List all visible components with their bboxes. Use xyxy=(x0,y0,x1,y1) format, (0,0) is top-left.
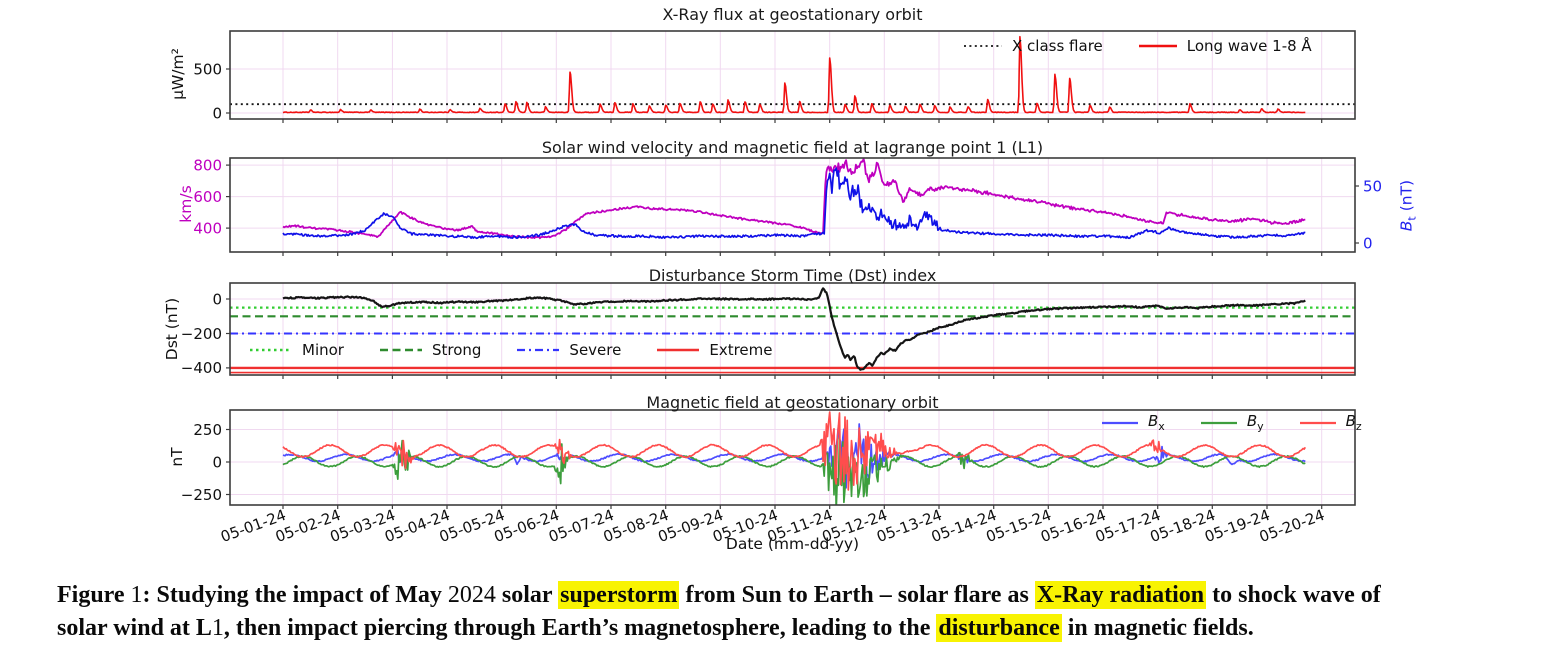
panel1-title: X-Ray flux at geostationary orbit xyxy=(662,5,923,24)
y2-tick-label: 0 xyxy=(1363,234,1373,252)
panel2-ylabel-left: km/s xyxy=(177,185,195,223)
legend-label: Bx xyxy=(1148,412,1165,433)
y-tick-label: 0 xyxy=(212,290,222,308)
caption-text: solar wind at L xyxy=(57,615,212,641)
figure-caption: Figure 1: Studying the impact of May 202… xyxy=(57,579,1552,645)
legend-item: Long wave 1-8 Å xyxy=(1137,37,1312,55)
panel3-title: Disturbance Storm Time (Dst) index xyxy=(648,266,937,285)
y-tick-label: 0 xyxy=(212,104,222,122)
legend-label: Extreme xyxy=(709,341,773,359)
charts-svg: 05004006008000500−200−4002500−25005-01-2… xyxy=(181,30,1382,546)
caption-text: from Sun to Earth – solar flare as xyxy=(679,582,1035,608)
legend-line-sample xyxy=(250,348,292,352)
legend-item: Bx xyxy=(1100,412,1165,433)
y-tick-label: 400 xyxy=(193,219,222,237)
legend-item: Extreme xyxy=(655,341,773,359)
legend-label: Long wave 1-8 Å xyxy=(1186,37,1312,55)
caption-text: solar xyxy=(495,582,559,608)
series-bt-magnetic-field xyxy=(282,167,1306,240)
y-tick-label: 0 xyxy=(212,453,222,471)
legend-item: Severe xyxy=(515,341,621,359)
panel4-legend: Bx By Bz xyxy=(1100,412,1362,433)
legend-line-sample xyxy=(517,348,560,352)
legend-label: Bz xyxy=(1345,412,1362,433)
panel1-legend: X class flare Long wave 1-8 Å xyxy=(962,37,1312,55)
panel1-ylabel: μW/m² xyxy=(169,48,187,100)
legend-label: X class flare xyxy=(1012,37,1103,55)
caption-text: in magnetic fields. xyxy=(1061,615,1254,641)
plot-frame xyxy=(229,409,1356,506)
legend-line-sample xyxy=(1299,421,1336,424)
legend-label: Minor xyxy=(302,341,344,359)
caption-highlight: superstorm xyxy=(558,581,680,609)
x-axis-label: Date (mm-dd-yy) xyxy=(725,535,860,553)
caption-text: 1 xyxy=(130,582,143,608)
legend-label: Severe xyxy=(569,341,622,359)
panel3-ylabel: Dst (nT) xyxy=(163,297,181,361)
legend-line-sample xyxy=(1138,44,1177,48)
legend-item: Bz xyxy=(1298,412,1362,433)
legend-label: Strong xyxy=(431,341,482,359)
plot-frame xyxy=(229,157,1356,253)
y2-tick-label: 50 xyxy=(1363,177,1382,195)
series-bz xyxy=(282,411,1307,491)
series-solar-wind-velocity xyxy=(282,158,1306,240)
legend-line-sample xyxy=(379,348,422,352)
y-tick-label: 500 xyxy=(193,60,222,78)
legend-line-sample xyxy=(657,348,700,352)
legend-item: By xyxy=(1199,412,1264,433)
caption-text: 2024 xyxy=(447,582,496,608)
caption-highlight: X-Ray radiation xyxy=(1034,581,1207,609)
series-dst-index xyxy=(282,287,1306,371)
plot-frame xyxy=(229,30,1356,120)
y-tick-label: 250 xyxy=(193,421,222,439)
caption-highlight: disturbance xyxy=(936,614,1062,642)
y-tick-label: −400 xyxy=(181,359,222,377)
y-tick-label: 800 xyxy=(193,156,222,174)
caption-text: 1 xyxy=(211,615,224,641)
legend-item: X class flare xyxy=(962,37,1103,55)
legend-line-sample xyxy=(964,45,1002,47)
panel2-ylabel-right: Bt (nT) xyxy=(1397,179,1419,232)
panel3-legend: Minor Strong Severe Extreme xyxy=(248,341,773,359)
legend-line-sample xyxy=(1102,421,1138,424)
panel2-title: Solar wind velocity and magnetic field a… xyxy=(541,138,1044,157)
legend-line-sample xyxy=(1200,421,1237,424)
y-tick-label: −200 xyxy=(181,325,222,343)
y-tick-label: 600 xyxy=(193,188,222,206)
caption-text: , then impact piercing through Earth’s m… xyxy=(223,615,937,641)
series-long-wave-1-8A xyxy=(282,35,1306,114)
caption-text: : Studying the impact of May xyxy=(142,582,448,608)
caption-text: to shock wave of xyxy=(1206,582,1381,608)
panel4-title: Magnetic field at geostationary orbit xyxy=(646,393,939,412)
panel4-ylabel: nT xyxy=(168,447,186,467)
legend-item: Strong xyxy=(378,341,481,359)
caption-text: Figure xyxy=(57,582,131,608)
plot-frame xyxy=(229,282,1356,376)
legend-item: Minor xyxy=(248,341,344,359)
y-tick-label: −250 xyxy=(181,486,222,504)
legend-label: By xyxy=(1246,412,1264,433)
